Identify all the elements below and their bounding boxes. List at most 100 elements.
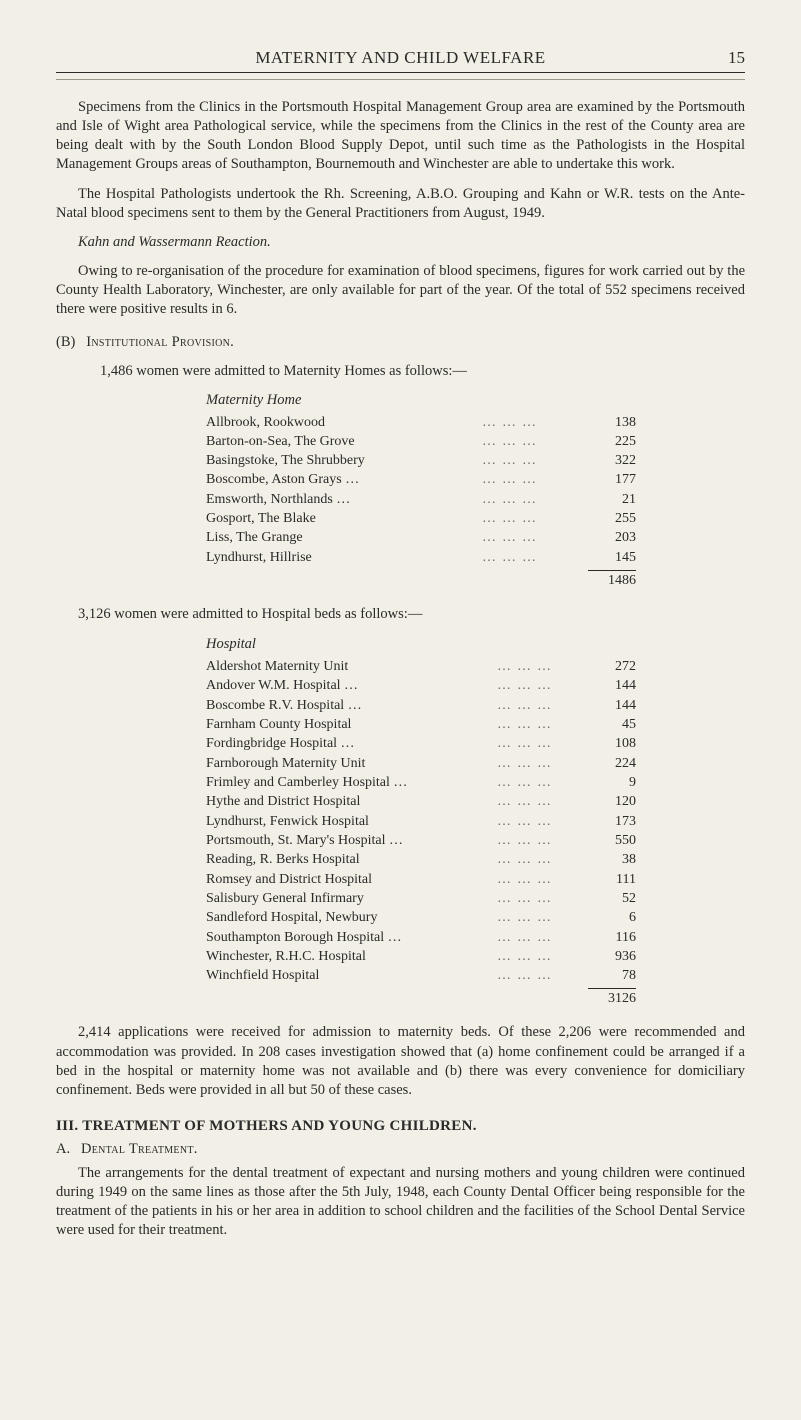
row-label: Reading, R. Berks Hospital	[206, 850, 466, 869]
row-value: 120	[588, 792, 636, 811]
section-iii-a-heading: A. Dental Treatment.	[56, 1141, 745, 1158]
row-label: Barton-on-Sea, The Grove	[206, 432, 436, 451]
row-label: Boscombe, Aston Grays …	[206, 470, 436, 489]
header-underline	[56, 79, 745, 80]
table-row: Salisbury General Infirmary………52	[206, 889, 636, 908]
row-label: Andover W.M. Hospital …	[206, 676, 466, 695]
row-dots: ………	[466, 850, 588, 869]
row-dots: ………	[466, 947, 588, 966]
row-dots: ………	[466, 734, 588, 753]
row-label: Portsmouth, St. Mary's Hospital …	[206, 831, 466, 850]
row-value: 936	[588, 947, 636, 966]
row-value: 272	[588, 657, 636, 676]
table-row: Romsey and District Hospital………111	[206, 870, 636, 889]
table-row: Gosport, The Blake………255	[206, 509, 636, 528]
row-label: Winchester, R.H.C. Hospital	[206, 947, 466, 966]
kahn-heading: Kahn and Wassermann Reaction.	[56, 233, 745, 252]
table-row: Hythe and District Hospital………120	[206, 792, 636, 811]
row-label: Aldershot Maternity Unit	[206, 657, 466, 676]
hospital-table-title: Hospital	[206, 636, 636, 653]
row-value: 138	[588, 413, 636, 432]
table-row: Allbrook, Rookwood………138	[206, 413, 636, 432]
row-value: 203	[588, 528, 636, 547]
row-dots: ………	[436, 548, 588, 567]
row-dots: ………	[466, 831, 588, 850]
row-value: 177	[588, 470, 636, 489]
row-label: Hythe and District Hospital	[206, 792, 466, 811]
paragraph-reorganisation: Owing to re-organisation of the procedur…	[56, 262, 745, 319]
row-dots: ………	[466, 773, 588, 792]
row-label: Southampton Borough Hospital …	[206, 928, 466, 947]
maternity-table-title: Maternity Home	[206, 392, 636, 409]
section-b-intro: 1,486 women were admitted to Maternity H…	[56, 362, 745, 381]
row-label: Gosport, The Blake	[206, 509, 436, 528]
section-b-title: Institutional Provision.	[86, 334, 234, 350]
table-row: Lyndhurst, Fenwick Hospital………173	[206, 812, 636, 831]
section-iii-title: III. TREATMENT OF MOTHERS AND YOUNG CHIL…	[56, 1118, 745, 1135]
paragraph-specimens: Specimens from the Clinics in the Portsm…	[56, 98, 745, 175]
page-header: MATERNITY AND CHILD WELFARE 15	[56, 48, 745, 73]
hospital-total: 3126	[206, 991, 636, 1007]
row-value: 145	[588, 548, 636, 567]
row-value: 144	[588, 676, 636, 695]
row-value: 21	[588, 490, 636, 509]
row-label: Farnham County Hospital	[206, 715, 466, 734]
row-value: 173	[588, 812, 636, 831]
table-row: Boscombe, Aston Grays …………177	[206, 470, 636, 489]
row-dots: ………	[466, 715, 588, 734]
row-dots: ………	[436, 490, 588, 509]
maternity-home-table: Maternity Home Allbrook, Rookwood………138B…	[206, 392, 636, 590]
table-row: Portsmouth, St. Mary's Hospital …………550	[206, 831, 636, 850]
row-label: Sandleford Hospital, Newbury	[206, 908, 466, 927]
row-label: Lyndhurst, Hillrise	[206, 548, 436, 567]
row-value: 111	[588, 870, 636, 889]
row-label: Farnborough Maternity Unit	[206, 754, 466, 773]
row-value: 78	[588, 966, 636, 985]
row-value: 550	[588, 831, 636, 850]
row-dots: ………	[436, 528, 588, 547]
row-dots: ………	[466, 889, 588, 908]
row-dots: ………	[466, 696, 588, 715]
table-row: Andover W.M. Hospital …………144	[206, 676, 636, 695]
hospital-intro: 3,126 women were admitted to Hospital be…	[56, 605, 745, 624]
table-row: Southampton Borough Hospital …………116	[206, 928, 636, 947]
section-iii-a-title: Dental Treatment.	[81, 1141, 198, 1157]
table-row: Winchfield Hospital………78	[206, 966, 636, 985]
hospital-table: Hospital Aldershot Maternity Unit………272A…	[206, 636, 636, 1007]
table-row: Winchester, R.H.C. Hospital………936	[206, 947, 636, 966]
row-dots: ………	[436, 413, 588, 432]
table-row: Liss, The Grange………203	[206, 528, 636, 547]
hospital-total-rule	[588, 988, 636, 989]
row-label: Allbrook, Rookwood	[206, 413, 436, 432]
table-row: Fordingbridge Hospital …………108	[206, 734, 636, 753]
row-value: 116	[588, 928, 636, 947]
table-row: Aldershot Maternity Unit………272	[206, 657, 636, 676]
paragraph-pathologists: The Hospital Pathologists undertook the …	[56, 185, 745, 223]
table-row: Lyndhurst, Hillrise………145	[206, 548, 636, 567]
row-value: 144	[588, 696, 636, 715]
row-dots: ………	[466, 870, 588, 889]
row-value: 255	[588, 509, 636, 528]
row-label: Romsey and District Hospital	[206, 870, 466, 889]
row-dots: ………	[466, 657, 588, 676]
row-dots: ………	[466, 966, 588, 985]
row-dots: ………	[466, 676, 588, 695]
paragraph-applications: 2,414 applications were received for adm…	[56, 1023, 745, 1100]
table-row: Farnham County Hospital………45	[206, 715, 636, 734]
row-label: Liss, The Grange	[206, 528, 436, 547]
row-dots: ………	[436, 470, 588, 489]
row-dots: ………	[436, 432, 588, 451]
row-value: 108	[588, 734, 636, 753]
row-label: Emsworth, Northlands …	[206, 490, 436, 509]
row-label: Lyndhurst, Fenwick Hospital	[206, 812, 466, 831]
row-value: 45	[588, 715, 636, 734]
row-dots: ………	[466, 928, 588, 947]
row-value: 225	[588, 432, 636, 451]
table-row: Farnborough Maternity Unit………224	[206, 754, 636, 773]
table-row: Sandleford Hospital, Newbury………6	[206, 908, 636, 927]
section-iii-a-lead: A.	[56, 1141, 70, 1157]
document-page: MATERNITY AND CHILD WELFARE 15 Specimens…	[0, 0, 801, 1310]
row-label: Boscombe R.V. Hospital …	[206, 696, 466, 715]
row-value: 52	[588, 889, 636, 908]
maternity-total: 1486	[206, 573, 636, 589]
